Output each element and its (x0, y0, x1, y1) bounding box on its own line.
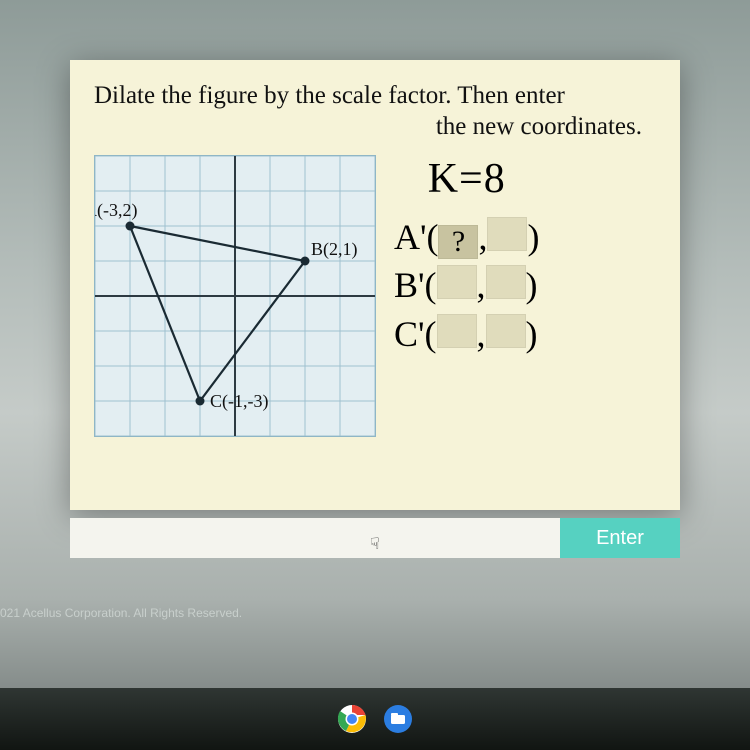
files-icon[interactable] (382, 703, 414, 735)
enter-button[interactable]: Enter (560, 518, 680, 558)
grid-svg: A(-3,2) B(2,1) C(-1,-3) (95, 156, 375, 436)
answers-panel: K=8 A'(?,) B'(,) C'(,) (394, 155, 539, 359)
label-A: A' (394, 217, 426, 257)
chrome-icon[interactable] (336, 703, 368, 735)
question-text: Dilate the figure by the scale factor. T… (94, 80, 656, 143)
svg-text:C(-1,-3): C(-1,-3) (210, 391, 268, 412)
question-line1: Dilate the figure by the scale factor. T… (94, 82, 565, 109)
hand-cursor-icon: ☟ (370, 534, 380, 554)
answer-row-A: A'(?,) (394, 213, 539, 262)
blank-B-x[interactable] (437, 265, 477, 299)
scale-factor: K=8 (394, 155, 539, 203)
svg-text:A(-3,2): A(-3,2) (95, 200, 137, 221)
taskbar (0, 688, 750, 750)
answer-row-C: C'(,) (394, 310, 539, 359)
enter-label: Enter (596, 527, 644, 550)
desktop: Dilate the figure by the scale factor. T… (0, 0, 750, 750)
label-C: C' (394, 314, 425, 354)
answer-bar: ☟ Enter (70, 518, 680, 558)
blank-C-y[interactable] (486, 314, 526, 348)
answer-row-B: B'(,) (394, 261, 539, 310)
copyright-text: 021 Acellus Corporation. All Rights Rese… (0, 606, 242, 620)
answer-input[interactable]: ☟ (70, 518, 560, 558)
svg-text:B(2,1): B(2,1) (311, 239, 358, 260)
blank-A-x[interactable]: ? (438, 225, 478, 259)
coordinate-grid: A(-3,2) B(2,1) C(-1,-3) (94, 155, 376, 437)
question-card: Dilate the figure by the scale factor. T… (70, 60, 680, 510)
question-line2: the new coordinates. (94, 111, 656, 142)
blank-C-x[interactable] (437, 314, 477, 348)
blank-B-y[interactable] (486, 265, 526, 299)
label-B: B' (394, 265, 425, 305)
blank-A-y[interactable] (487, 217, 527, 251)
